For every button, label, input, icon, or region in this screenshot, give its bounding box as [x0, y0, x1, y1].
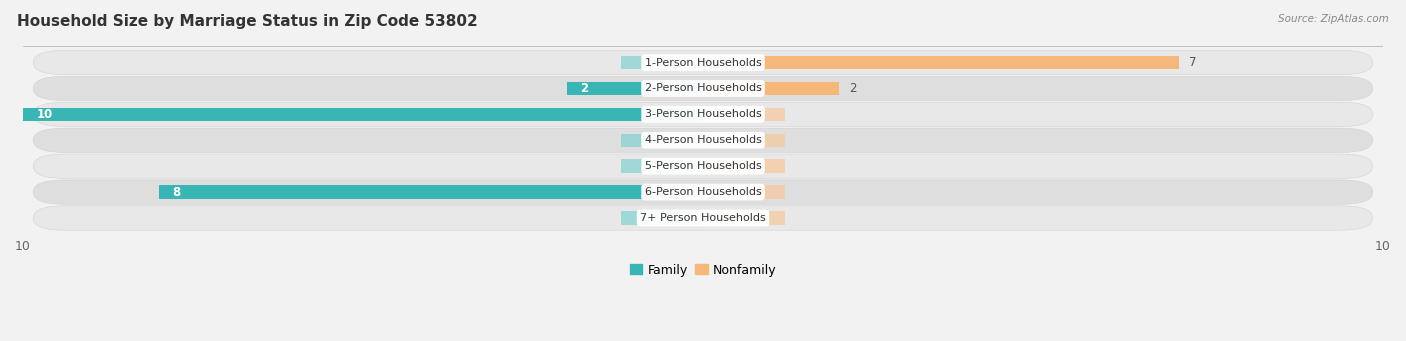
Bar [703, 211, 785, 225]
Bar [621, 211, 703, 225]
FancyBboxPatch shape [34, 50, 1372, 75]
Legend: Family, Nonfamily: Family, Nonfamily [624, 258, 782, 282]
Text: Source: ZipAtlas.com: Source: ZipAtlas.com [1278, 14, 1389, 24]
Bar [22, 108, 703, 121]
Bar [703, 82, 839, 95]
Text: 3-Person Households: 3-Person Households [644, 109, 762, 119]
Bar [703, 108, 785, 121]
Text: 2: 2 [849, 82, 856, 95]
Text: 0: 0 [685, 134, 693, 147]
Bar [621, 160, 703, 173]
Bar [703, 134, 785, 147]
Bar [621, 134, 703, 147]
FancyBboxPatch shape [34, 180, 1372, 204]
Text: 6-Person Households: 6-Person Households [644, 187, 762, 197]
FancyBboxPatch shape [34, 102, 1372, 127]
Text: 7+ Person Households: 7+ Person Households [640, 213, 766, 223]
Text: 4-Person Households: 4-Person Households [644, 135, 762, 145]
FancyBboxPatch shape [34, 76, 1372, 101]
Bar [703, 186, 785, 199]
Text: 0: 0 [713, 211, 721, 224]
Text: Household Size by Marriage Status in Zip Code 53802: Household Size by Marriage Status in Zip… [17, 14, 478, 29]
Text: 1-Person Households: 1-Person Households [644, 58, 762, 68]
Text: 2: 2 [581, 82, 589, 95]
Bar [159, 186, 703, 199]
Text: 8: 8 [173, 186, 181, 198]
Text: 5-Person Households: 5-Person Households [644, 161, 762, 171]
FancyBboxPatch shape [34, 154, 1372, 178]
FancyBboxPatch shape [34, 206, 1372, 230]
Text: 0: 0 [713, 160, 721, 173]
Bar [703, 56, 1180, 69]
Text: 0: 0 [685, 56, 693, 69]
FancyBboxPatch shape [34, 128, 1372, 152]
Text: 0: 0 [685, 160, 693, 173]
Text: 7: 7 [1189, 56, 1197, 69]
Bar [621, 56, 703, 69]
Text: 0: 0 [713, 186, 721, 198]
Text: 0: 0 [713, 134, 721, 147]
Text: 0: 0 [685, 211, 693, 224]
Text: 0: 0 [713, 108, 721, 121]
Bar [567, 82, 703, 95]
Text: 10: 10 [37, 108, 53, 121]
Bar [703, 160, 785, 173]
Text: 2-Person Households: 2-Person Households [644, 84, 762, 93]
